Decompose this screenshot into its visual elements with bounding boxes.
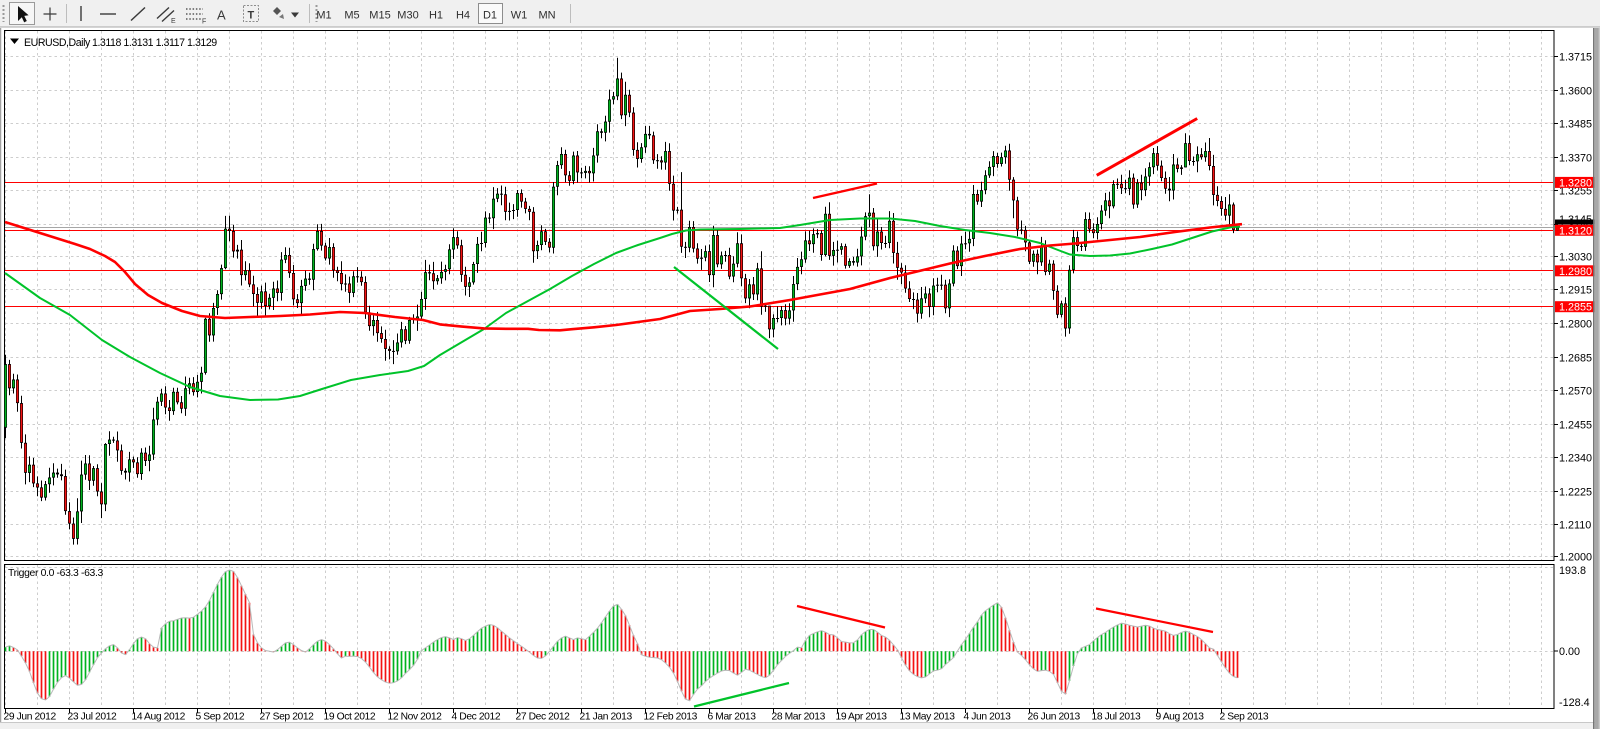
svg-text:23 Jul 2012: 23 Jul 2012: [68, 712, 118, 723]
svg-text:Trigger 0.0 -63.3 -63.3: Trigger 0.0 -63.3 -63.3: [8, 568, 104, 579]
svg-text:26 Jun 2013: 26 Jun 2013: [1028, 712, 1081, 723]
svg-text:M1: M1: [316, 9, 331, 21]
svg-text:-128.4: -128.4: [1559, 697, 1590, 709]
svg-text:27 Sep 2012: 27 Sep 2012: [260, 712, 315, 723]
svg-text:1.3030: 1.3030: [1559, 252, 1592, 264]
svg-text:1.2225: 1.2225: [1559, 487, 1592, 499]
svg-text:2 Sep 2013: 2 Sep 2013: [1220, 712, 1269, 723]
svg-text:1.2110: 1.2110: [1559, 520, 1591, 532]
svg-text:0.00: 0.00: [1559, 646, 1580, 658]
svg-text:A: A: [217, 8, 226, 23]
svg-text:MN: MN: [538, 9, 555, 21]
svg-text:29 Jun 2012: 29 Jun 2012: [4, 712, 57, 723]
svg-text:1.2980: 1.2980: [1559, 266, 1592, 278]
svg-text:M30: M30: [397, 9, 418, 21]
svg-text:1.3600: 1.3600: [1559, 86, 1592, 98]
svg-text:28 Mar 2013: 28 Mar 2013: [772, 712, 826, 723]
svg-text:193.8: 193.8: [1559, 565, 1586, 577]
svg-text:EURUSD,Daily: EURUSD,Daily: [24, 37, 91, 49]
svg-text:H4: H4: [456, 9, 470, 21]
svg-text:W1: W1: [511, 9, 528, 21]
svg-text:T: T: [248, 10, 255, 22]
svg-text:21 Jan 2013: 21 Jan 2013: [580, 712, 633, 723]
svg-text:1.2855: 1.2855: [1559, 302, 1592, 314]
svg-text:1.2685: 1.2685: [1559, 353, 1592, 365]
svg-text:1.3370: 1.3370: [1559, 153, 1592, 165]
svg-text:1.2800: 1.2800: [1559, 319, 1592, 331]
svg-text:14 Aug 2012: 14 Aug 2012: [132, 712, 186, 723]
svg-text:1.2915: 1.2915: [1559, 285, 1592, 297]
svg-text:1.2455: 1.2455: [1559, 420, 1592, 432]
svg-text:1.2000: 1.2000: [1559, 552, 1592, 564]
svg-text:13 May 2013: 13 May 2013: [900, 712, 956, 723]
svg-text:27 Dec 2012: 27 Dec 2012: [516, 712, 571, 723]
svg-text:H1: H1: [429, 9, 443, 21]
svg-text:4 Dec 2012: 4 Dec 2012: [452, 712, 501, 723]
svg-text:5 Sep 2012: 5 Sep 2012: [196, 712, 245, 723]
svg-text:M5: M5: [344, 9, 359, 21]
svg-text:19 Oct 2012: 19 Oct 2012: [324, 712, 376, 723]
svg-text:1.3118 1.3131 1.3117 1.3129: 1.3118 1.3131 1.3117 1.3129: [92, 37, 217, 49]
svg-text:1.3255: 1.3255: [1559, 186, 1592, 198]
svg-text:E: E: [171, 18, 176, 25]
svg-text:12 Feb 2013: 12 Feb 2013: [644, 712, 698, 723]
svg-text:4 Jun 2013: 4 Jun 2013: [964, 712, 1012, 723]
svg-text:19 Apr 2013: 19 Apr 2013: [836, 712, 888, 723]
svg-text:1.3715: 1.3715: [1559, 52, 1592, 64]
svg-text:D1: D1: [483, 9, 497, 21]
svg-text:M15: M15: [369, 9, 390, 21]
svg-text:6 Mar 2013: 6 Mar 2013: [708, 712, 757, 723]
svg-text:18 Jul 2013: 18 Jul 2013: [1092, 712, 1142, 723]
svg-text:1.2340: 1.2340: [1559, 453, 1592, 465]
svg-text:F: F: [202, 19, 206, 26]
svg-text:12 Nov 2012: 12 Nov 2012: [388, 712, 443, 723]
svg-text:1.3485: 1.3485: [1559, 119, 1592, 131]
svg-text:1.3280: 1.3280: [1559, 177, 1592, 189]
svg-text:1.3120: 1.3120: [1559, 225, 1592, 237]
svg-text:1.2570: 1.2570: [1559, 386, 1592, 398]
svg-text:9 Aug 2013: 9 Aug 2013: [1156, 712, 1205, 723]
